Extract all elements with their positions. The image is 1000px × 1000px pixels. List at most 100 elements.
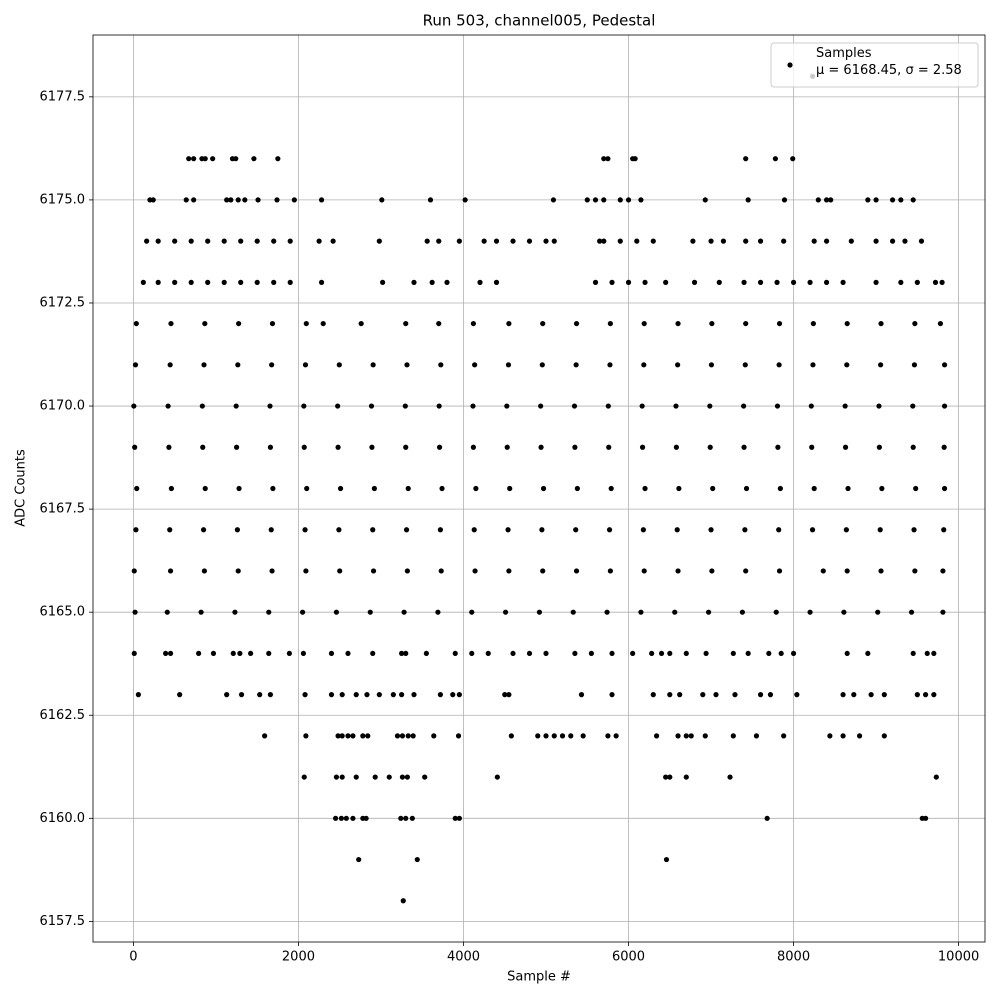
- point: [507, 485, 513, 492]
- point: [632, 156, 638, 162]
- point: [881, 733, 887, 739]
- point: [607, 362, 613, 368]
- point: [526, 238, 533, 244]
- point: [823, 238, 830, 244]
- point: [676, 485, 682, 492]
- point: [409, 815, 415, 821]
- point: [625, 279, 632, 285]
- point: [776, 568, 783, 574]
- point: [650, 692, 656, 698]
- point: [233, 156, 239, 162]
- x-tick-label: 10000: [938, 950, 979, 965]
- point: [167, 362, 173, 368]
- point: [403, 650, 409, 657]
- point: [840, 692, 846, 698]
- point: [940, 568, 946, 574]
- point: [198, 609, 204, 615]
- point: [435, 609, 441, 615]
- y-tick-label: 6177.5: [40, 89, 86, 104]
- point: [844, 568, 850, 574]
- point: [403, 815, 409, 821]
- point: [673, 444, 679, 450]
- point: [191, 197, 197, 203]
- point: [302, 527, 308, 533]
- point: [268, 527, 274, 533]
- point: [642, 279, 648, 285]
- point: [876, 444, 882, 450]
- point: [506, 320, 512, 327]
- point: [881, 692, 887, 698]
- point: [540, 568, 546, 574]
- point: [410, 733, 416, 739]
- point: [827, 733, 833, 739]
- point: [673, 403, 679, 409]
- point: [336, 527, 342, 533]
- point: [140, 279, 146, 285]
- point: [667, 774, 673, 780]
- point: [456, 238, 462, 244]
- point: [133, 527, 139, 533]
- point: [573, 362, 579, 368]
- point: [452, 815, 458, 821]
- point: [877, 527, 883, 533]
- point: [333, 609, 340, 615]
- grid-layer: [89, 35, 985, 946]
- point: [739, 609, 746, 615]
- y-tick-label: 6160.0: [40, 811, 86, 826]
- point: [431, 733, 437, 739]
- y-axis-label: ADC Counts: [14, 449, 29, 527]
- point: [572, 444, 578, 450]
- point: [235, 197, 241, 203]
- chart-title: Run 503, channel005, Pedestal: [423, 12, 656, 30]
- y-tick-label: 6162.5: [40, 708, 86, 723]
- point: [188, 238, 194, 244]
- point: [423, 650, 429, 657]
- point: [132, 444, 138, 450]
- y-tick-label: 6167.5: [40, 502, 86, 517]
- point: [236, 320, 242, 327]
- point: [506, 692, 512, 698]
- point: [494, 774, 500, 780]
- point: [436, 320, 442, 327]
- point: [403, 444, 409, 450]
- point: [167, 650, 174, 657]
- point: [937, 320, 944, 327]
- point: [267, 403, 273, 409]
- point: [691, 279, 698, 285]
- point: [716, 279, 722, 285]
- point: [150, 197, 156, 203]
- point: [878, 320, 884, 327]
- point: [405, 733, 411, 739]
- point: [291, 197, 297, 203]
- point: [683, 774, 689, 780]
- point: [472, 568, 478, 574]
- point: [601, 197, 607, 203]
- point: [605, 156, 611, 162]
- point: [386, 774, 392, 780]
- point: [452, 650, 458, 657]
- point: [778, 650, 784, 657]
- point: [237, 650, 243, 657]
- point: [164, 609, 170, 615]
- point: [328, 650, 335, 657]
- point: [776, 320, 783, 327]
- point: [221, 238, 227, 244]
- point: [238, 279, 244, 285]
- point: [400, 898, 406, 904]
- point: [625, 197, 632, 203]
- point: [376, 238, 382, 244]
- point: [931, 650, 937, 657]
- point: [456, 815, 462, 821]
- point: [702, 197, 708, 203]
- point: [168, 485, 174, 492]
- point: [743, 320, 749, 327]
- point: [202, 320, 208, 327]
- point: [743, 485, 750, 492]
- point: [641, 362, 647, 368]
- point: [573, 568, 580, 574]
- point: [730, 650, 736, 657]
- point: [572, 650, 578, 657]
- point: [168, 320, 174, 327]
- point: [436, 403, 442, 409]
